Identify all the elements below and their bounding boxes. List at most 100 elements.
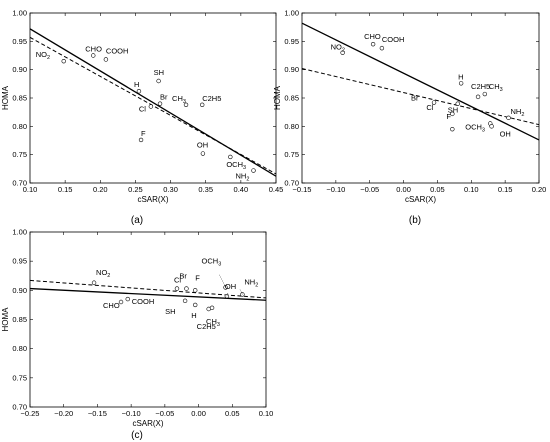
y-tick-label: 0.75: [284, 150, 299, 159]
data-point: [370, 41, 376, 47]
point-label: Br: [160, 93, 168, 102]
point-label: NH2: [236, 172, 250, 183]
data-point: [200, 102, 205, 108]
data-point: [182, 298, 188, 304]
x-tick-label: −0.15: [293, 185, 312, 194]
point-label: NH2: [511, 107, 525, 118]
x-tick-label: 0.30: [163, 185, 178, 194]
y-tick-label: 0.85: [284, 94, 299, 103]
data-point: [200, 151, 206, 156]
point-label: OCH3: [226, 160, 246, 171]
data-point: [118, 299, 124, 305]
x-tick-label: 0.40: [234, 185, 249, 194]
y-tick-label: 0.90: [12, 286, 27, 295]
x-tick-label: 0.05: [225, 409, 240, 418]
point-label: C2H5: [202, 94, 221, 103]
x-tick-label: 0.20: [93, 185, 108, 194]
y-tick-label: 0.75: [12, 150, 27, 159]
y-axis-label: HOMA: [1, 307, 10, 332]
point-label: C2H5: [471, 82, 490, 91]
data-point: [91, 280, 97, 285]
point-label: NO2: [331, 43, 345, 54]
leader-line: [239, 289, 243, 295]
point-label: CH3: [489, 82, 503, 93]
point-label: OCH3: [465, 123, 485, 134]
data-point: [157, 101, 163, 106]
x-tick-label: −0.10: [326, 185, 345, 194]
point-label: COOH: [106, 46, 129, 55]
chart-b: −0.15 −0.10 −0.05 0.00 0.05 0.10 0.15 0.20 0.70 0…: [273, 9, 546, 227]
point-label: C2H5: [197, 322, 216, 331]
point-label: Br: [411, 94, 419, 103]
plot-frame: [29, 231, 267, 408]
data-point: [458, 81, 464, 86]
point-label: SH: [165, 307, 175, 316]
y-tick-label: 0.85: [12, 94, 27, 103]
data-point: [183, 102, 189, 108]
point-label: Cl: [426, 103, 433, 112]
point-label: H: [191, 311, 196, 320]
x-tick-label: 0.20: [532, 185, 547, 194]
y-tick-label: 0.70: [12, 403, 27, 412]
x-axis-label: cSAR(X): [405, 195, 436, 204]
data-point: [340, 50, 345, 55]
y-tick-label: 1.00: [284, 9, 299, 18]
y-axis-label: HOMA: [273, 85, 282, 110]
point-label: Cl: [174, 276, 181, 285]
point-label: SH: [154, 68, 164, 77]
leader-line: [219, 274, 226, 288]
point-label: OCH3: [202, 256, 222, 267]
data-point: [91, 53, 96, 58]
data-point: [475, 94, 481, 100]
dashed-regression-line: [30, 36, 276, 175]
x-tick-label: 0.00: [191, 409, 206, 418]
x-tick-label: −0.25: [21, 409, 40, 418]
data-point: [482, 91, 488, 97]
x-tick-label: −0.10: [122, 409, 141, 418]
data-point: [156, 78, 161, 84]
x-axis-label: cSAR(X): [132, 419, 163, 428]
data-point: [209, 305, 215, 311]
x-tick-label: 0.45: [269, 185, 284, 194]
point-label: Cl: [139, 105, 146, 114]
point-label: OH: [197, 141, 208, 150]
solid-regression-line: [302, 22, 539, 141]
y-axis-label: HOMA: [1, 85, 10, 110]
x-tick-label: 0.10: [259, 409, 274, 418]
x-tick-label: 0.10: [464, 185, 479, 194]
point-label: F: [446, 112, 451, 121]
data-point: [489, 124, 494, 129]
data-point: [148, 104, 154, 109]
x-tick-label: 0.35: [198, 185, 213, 194]
x-tick-label: 0.00: [396, 185, 411, 194]
point-label: CH3: [206, 317, 220, 328]
point-label: CH3: [172, 94, 186, 105]
dashed-regression-line: [302, 68, 539, 126]
data-point: [450, 111, 455, 117]
x-axis-label: cSAR(X): [137, 195, 168, 204]
point-label: Br: [179, 272, 187, 281]
data-point: [450, 126, 455, 132]
point-label: H: [458, 72, 463, 81]
data-point: [431, 100, 437, 105]
point-label: F: [141, 129, 146, 138]
y-tick-label: 0.70: [284, 179, 299, 188]
point-label: NO2: [36, 50, 50, 61]
x-tick-label: 0.10: [23, 185, 38, 194]
chart-a: 0.10 0.15 0.20 0.25 0.30 0.35 0.40 0.45 0.70 0.75…: [1, 9, 283, 227]
plot-frame: [29, 12, 277, 184]
plot-frame: [301, 12, 540, 184]
x-tick-label: −0.05: [360, 185, 379, 194]
data-point: [193, 288, 198, 293]
point-label: CHO: [103, 301, 120, 310]
data-point: [455, 101, 460, 106]
y-tick-label: 0.80: [284, 122, 299, 131]
y-tick-label: 0.95: [12, 37, 27, 46]
x-tick-label: −0.05: [155, 409, 174, 418]
y-tick-label: 1.00: [12, 228, 27, 237]
x-tick-label: −0.20: [54, 409, 73, 418]
x-tick-label: 0.05: [430, 185, 445, 194]
data-point: [228, 154, 233, 160]
point-label: COOH: [132, 297, 155, 306]
